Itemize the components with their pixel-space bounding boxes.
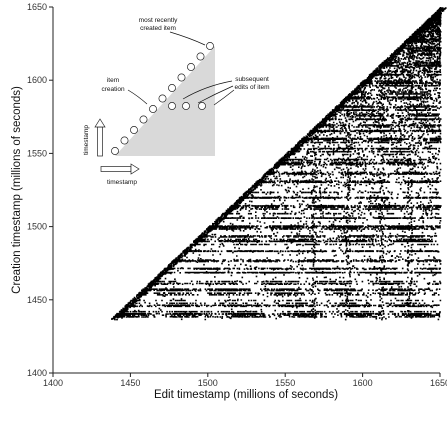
inset-item-creation-circles (111, 42, 214, 155)
x-tick-label: 1500 (198, 378, 218, 388)
inset-arrow-edit-1 (182, 80, 233, 100)
x-tick-label: 1450 (120, 378, 140, 388)
inset-label-subsequent-2: edits of item (234, 84, 269, 91)
inset-arrow-edit-2 (197, 85, 234, 104)
inset-creation-circle (187, 63, 195, 71)
inset-arrow-item-creation (127, 89, 148, 105)
y-tick-label: 1450 (27, 295, 47, 305)
inset-creation-circle (158, 94, 167, 103)
x-axis-title: Edit timestamp (millions of seconds) (154, 389, 338, 401)
y-tick-label: 1600 (27, 75, 47, 85)
inset-label-most-recent-2: created item (140, 25, 176, 32)
y-tick-label: 1500 (27, 222, 47, 232)
inset-label-subsequent-1: subsequent (235, 76, 269, 83)
inset-creation-circle (139, 115, 148, 124)
y-axis-ticks: 1400 1450 1500 1550 1600 1650 (27, 2, 53, 378)
y-tick-label: 1400 (27, 368, 47, 378)
inset-edit-circle (182, 102, 190, 110)
inset-creation-circle (206, 42, 214, 50)
inset-edit-circle (168, 102, 176, 110)
inset-diagram: most recently created item item creation… (83, 17, 270, 186)
edit-points (111, 7, 447, 321)
x-axis-ticks: 1400 1450 1500 1550 1600 1650 (43, 373, 447, 388)
x-tick-label: 1400 (43, 378, 63, 388)
inset-edit-circles (168, 102, 206, 110)
inset-creation-circle (130, 126, 138, 134)
plot-area (53, 7, 447, 373)
inset-creation-circle (177, 73, 186, 82)
inset-creation-circle (168, 84, 176, 92)
inset-creation-circle (149, 105, 157, 113)
inset-label-item-creation-2: creation (101, 86, 125, 93)
x-tick-label: 1600 (353, 378, 373, 388)
y-axis-title: Creation timestamp (millions of seconds) (11, 86, 23, 294)
x-tick-label: 1650 (430, 378, 447, 388)
inset-arrow-edit-3 (213, 89, 235, 106)
inset-label-vertical-timestamp: timestamp (83, 125, 90, 155)
inset-label-item-creation-1: item (107, 77, 119, 84)
inset-creation-circle (196, 52, 205, 61)
y-tick-label: 1650 (27, 2, 47, 12)
inset-label-horizontal-timestamp: timestamp (107, 179, 137, 186)
x-tick-label: 1550 (275, 378, 295, 388)
inset-arrow-most-recent (169, 31, 206, 46)
y-tick-label: 1550 (27, 148, 47, 158)
inset-label-most-recent-1: most recently (139, 17, 178, 24)
inset-creation-circle (111, 147, 119, 155)
inset-edit-circle (198, 102, 206, 110)
inset-horizontal-arrow (100, 163, 140, 175)
inset-creation-circle (120, 136, 129, 145)
inset-vertical-arrow (94, 118, 106, 157)
data-points (111, 7, 447, 321)
